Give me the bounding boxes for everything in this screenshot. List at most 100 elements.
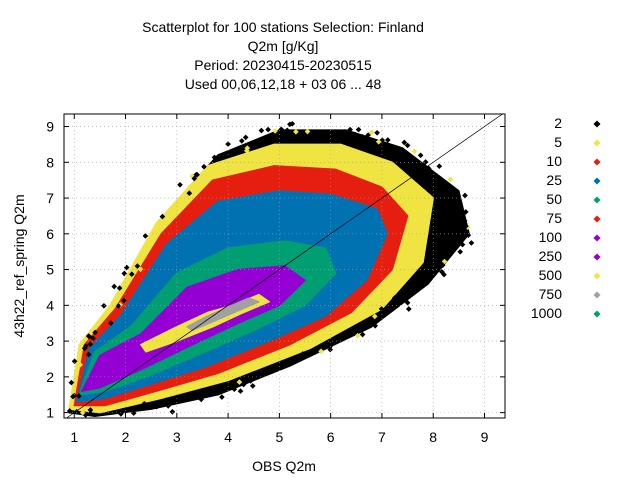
data-point [461,229,468,236]
legend-label: 500 [539,267,563,283]
data-point [236,379,243,385]
data-point [391,295,398,301]
y-tick-label: 6 [46,226,54,242]
x-axis-ticks: 1 2 3 4 5 6 7 8 9 [70,114,489,445]
data-point [284,127,291,134]
legend-label: 750 [539,286,563,302]
data-point [352,131,358,138]
data-point [260,369,267,376]
density-bands [68,129,470,417]
data-point [134,263,141,269]
data-point [299,351,306,357]
data-point [238,138,245,144]
data-point [101,302,107,309]
data-point [384,137,391,143]
data-point [347,329,354,336]
data-point [141,400,148,407]
legend-marker [593,177,601,185]
legend-label: 5 [554,134,562,150]
y-tick-label: 5 [46,262,54,278]
data-point [251,372,258,379]
data-point [237,388,244,394]
data-point [449,185,455,191]
data-point [244,145,251,151]
data-point [346,128,352,135]
data-point [177,181,183,188]
data-point [375,138,382,145]
data-point [401,139,408,146]
data-point [194,171,200,178]
data-point [461,217,468,224]
data-point [68,379,75,386]
legend-label: 1000 [531,305,562,321]
data-point [278,126,285,133]
data-point [87,407,94,413]
x-tick-label: 7 [378,429,386,445]
data-point [439,262,446,269]
y-axis-label: 43h22_ref_spring Q2m [11,194,27,337]
title-line: Period: 20230415-20230515 [194,57,372,73]
data-point [463,223,469,229]
y-tick-label: 7 [46,190,54,206]
data-point [374,129,380,136]
data-point [462,209,469,215]
title-line: Q2m [g/Kg] [248,38,319,54]
data-point [240,381,247,388]
x-tick-label: 9 [481,429,489,445]
data-point [83,343,89,349]
y-tick-label: 9 [46,119,54,135]
legend-label: 75 [546,210,562,226]
density-band [186,297,260,332]
data-point [293,128,299,135]
data-point [265,126,271,133]
data-point [293,133,300,139]
data-point [219,394,225,400]
data-point [443,255,450,261]
data-point [355,126,362,133]
legend-marker [593,291,601,299]
x-axis-label: OBS Q2m [252,458,316,474]
legend-marker [593,158,601,166]
data-point [443,181,449,187]
data-point [213,389,220,395]
data-point [455,239,461,245]
data-point [372,322,379,329]
data-point [211,154,218,161]
legend-marker [593,215,601,223]
x-tick-label: 2 [122,429,130,445]
data-point [71,358,78,365]
data-point [159,213,166,220]
x-tick-label: 4 [224,429,232,445]
data-point [359,133,366,140]
y-tick-label: 8 [46,154,54,170]
data-point [137,255,144,262]
data-point [184,395,190,401]
data-point [153,401,159,408]
x-tick-label: 5 [275,429,283,445]
data-point [411,148,418,155]
legend-label: 100 [539,229,563,245]
data-point [116,285,123,291]
data-point [468,240,475,246]
data-point [447,176,454,183]
data-point [425,165,432,172]
data-point [85,351,92,358]
data-point [438,268,445,275]
y-tick-label: 3 [46,333,54,349]
x-tick-label: 6 [327,429,335,445]
legend-label: 2 [554,115,562,131]
data-point [462,192,468,199]
legend-label: 250 [539,248,563,264]
y-tick-label: 2 [46,369,54,385]
legend-marker [593,310,601,318]
data-point [92,329,99,336]
legend-marker [593,234,601,242]
data-point [90,335,96,342]
legend-label: 25 [546,172,562,188]
data-point [359,331,366,338]
data-point [365,132,371,138]
data-point [341,129,348,135]
title-line: Scatterplot for 100 stations Selection: … [142,19,424,35]
diagonal-line [65,114,504,418]
